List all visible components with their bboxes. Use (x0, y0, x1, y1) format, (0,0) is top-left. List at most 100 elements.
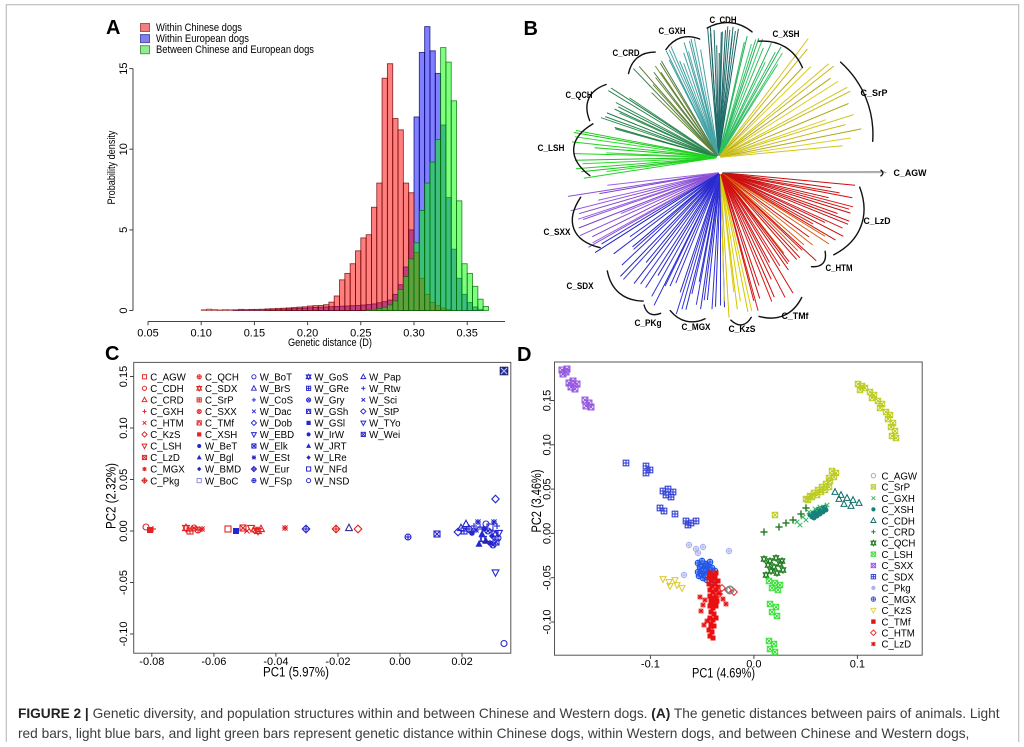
svg-text:-0.05: -0.05 (118, 570, 130, 595)
svg-text:W_Rtw: W_Rtw (369, 384, 401, 395)
svg-text:C_CDH: C_CDH (882, 516, 915, 527)
svg-text:W_Sci: W_Sci (369, 396, 397, 407)
svg-text:C_AGW: C_AGW (882, 471, 918, 482)
svg-text:W_EBD: W_EBD (260, 430, 294, 441)
svg-text:W_FSp: W_FSp (260, 476, 292, 487)
svg-text:5: 5 (118, 227, 130, 233)
svg-text:W_CoS: W_CoS (260, 396, 294, 407)
svg-text:W_GoS: W_GoS (314, 373, 348, 384)
svg-text:C_SXX: C_SXX (205, 407, 237, 418)
svg-text:C_KzS: C_KzS (150, 430, 181, 441)
svg-text:C_SXX: C_SXX (544, 227, 571, 237)
svg-text:Probability density: Probability density (106, 130, 118, 204)
svg-text:W_BrS: W_BrS (260, 384, 291, 395)
svg-text:-0.10: -0.10 (542, 609, 554, 634)
svg-text:0.1: 0.1 (850, 659, 865, 671)
svg-text:0.05: 0.05 (118, 469, 130, 490)
svg-text:0.00: 0.00 (389, 656, 410, 668)
svg-text:0: 0 (118, 307, 130, 313)
svg-text:W_Bgl: W_Bgl (205, 453, 234, 464)
svg-text:0.15: 0.15 (542, 390, 554, 411)
svg-text:C_SrP: C_SrP (205, 396, 234, 407)
svg-text:W_Elk: W_Elk (260, 442, 288, 453)
svg-text:W_GRe: W_GRe (314, 384, 348, 395)
svg-text:C_MGX: C_MGX (150, 465, 185, 476)
svg-text:W_NFd: W_NFd (314, 465, 347, 476)
svg-text:Genetic distance (D): Genetic distance (D) (288, 337, 372, 349)
svg-text:W_Gry: W_Gry (314, 396, 344, 407)
svg-text:W_Eur: W_Eur (260, 465, 290, 476)
svg-text:-0.06: -0.06 (201, 656, 226, 668)
svg-text:C_XSH: C_XSH (882, 505, 914, 516)
svg-text:C_LSH: C_LSH (538, 143, 565, 153)
svg-text:-0.05: -0.05 (542, 565, 554, 590)
svg-text:A: A (106, 17, 120, 39)
svg-text:0.15: 0.15 (118, 366, 130, 387)
svg-text:-0.02: -0.02 (325, 656, 350, 668)
svg-text:C_HTM: C_HTM (826, 263, 853, 273)
svg-text:C_SDX: C_SDX (567, 281, 594, 291)
svg-text:W_JRT: W_JRT (314, 442, 346, 453)
svg-text:W_BoT: W_BoT (260, 373, 292, 384)
svg-text:C_KzS: C_KzS (729, 324, 756, 334)
svg-text:C_SDX: C_SDX (205, 384, 238, 395)
svg-text:-0.10: -0.10 (118, 621, 130, 646)
svg-text:C_QCH: C_QCH (205, 373, 239, 384)
svg-text:W_BeT: W_BeT (205, 442, 237, 453)
svg-text:D: D (517, 344, 531, 366)
svg-text:W_StP: W_StP (369, 407, 399, 418)
svg-text:C_SrP: C_SrP (882, 483, 911, 494)
svg-text:0.02: 0.02 (451, 656, 472, 668)
svg-text:PC2 (2.32%): PC2 (2.32%) (104, 463, 119, 529)
svg-text:C_HTM: C_HTM (882, 628, 915, 639)
svg-text:W_Dob: W_Dob (260, 419, 292, 430)
svg-text:W_LRe: W_LRe (314, 453, 346, 464)
svg-text:0.10: 0.10 (118, 417, 130, 438)
svg-text:C_AGW: C_AGW (150, 373, 186, 384)
svg-text:10: 10 (118, 143, 130, 155)
svg-text:0.35: 0.35 (456, 328, 477, 340)
svg-text:C_TMf: C_TMf (882, 617, 911, 628)
svg-text:C_XSH: C_XSH (773, 29, 800, 39)
svg-text:W_IrW: W_IrW (314, 430, 344, 441)
svg-text:C_LSH: C_LSH (150, 442, 181, 453)
svg-text:PC1 (4.69%): PC1 (4.69%) (692, 666, 755, 681)
svg-text:C_TMf: C_TMf (205, 419, 234, 430)
svg-text:red bars, light blue bars, and: red bars, light blue bars, and light gre… (18, 726, 969, 741)
svg-text:W_Pap: W_Pap (369, 373, 401, 384)
svg-text:C_CRD: C_CRD (613, 48, 640, 58)
svg-text:C_HTM: C_HTM (150, 419, 183, 430)
svg-text:C_CDH: C_CDH (150, 384, 183, 395)
svg-text:W_BoC: W_BoC (205, 476, 238, 487)
svg-text:B: B (524, 18, 538, 40)
svg-text:C_SXX: C_SXX (882, 561, 914, 572)
svg-text:C_LSH: C_LSH (882, 550, 913, 561)
svg-text:C_PKg: C_PKg (635, 318, 662, 328)
svg-text:W_GSl: W_GSl (314, 419, 345, 430)
svg-text:0.15: 0.15 (244, 328, 265, 340)
svg-text:PC2 (3.46%): PC2 (3.46%) (529, 470, 544, 533)
svg-text:C_XSH: C_XSH (205, 430, 237, 441)
svg-text:C_AGW: C_AGW (894, 168, 927, 178)
svg-text:C_CRD: C_CRD (882, 528, 915, 539)
svg-text:C_QCH: C_QCH (882, 539, 916, 550)
svg-text:FIGURE 2 | Genetic diversity,: FIGURE 2 | Genetic diversity, and popula… (18, 706, 1000, 721)
svg-text:W_TYo: W_TYo (369, 419, 400, 430)
svg-text:0.00: 0.00 (118, 520, 130, 541)
svg-text:0.30: 0.30 (403, 328, 424, 340)
svg-text:W_NSD: W_NSD (314, 476, 349, 487)
svg-text:W_GSh: W_GSh (314, 407, 348, 418)
svg-text:0.05: 0.05 (137, 328, 158, 340)
svg-text:0.10: 0.10 (190, 328, 211, 340)
svg-text:C_GXH: C_GXH (882, 494, 915, 505)
svg-text:C: C (105, 343, 119, 365)
svg-text:W_Wei: W_Wei (369, 430, 400, 441)
svg-text:C_CRD: C_CRD (150, 396, 183, 407)
svg-text:W_BMD: W_BMD (205, 465, 241, 476)
svg-text:C_QCH: C_QCH (566, 90, 593, 100)
svg-text:C_Pkg: C_Pkg (882, 584, 911, 595)
svg-text:C_SrP: C_SrP (861, 88, 888, 98)
svg-text:C_Pkg: C_Pkg (150, 476, 179, 487)
svg-text:C_LzD: C_LzD (150, 453, 180, 464)
svg-text:C_LzD: C_LzD (864, 216, 891, 226)
